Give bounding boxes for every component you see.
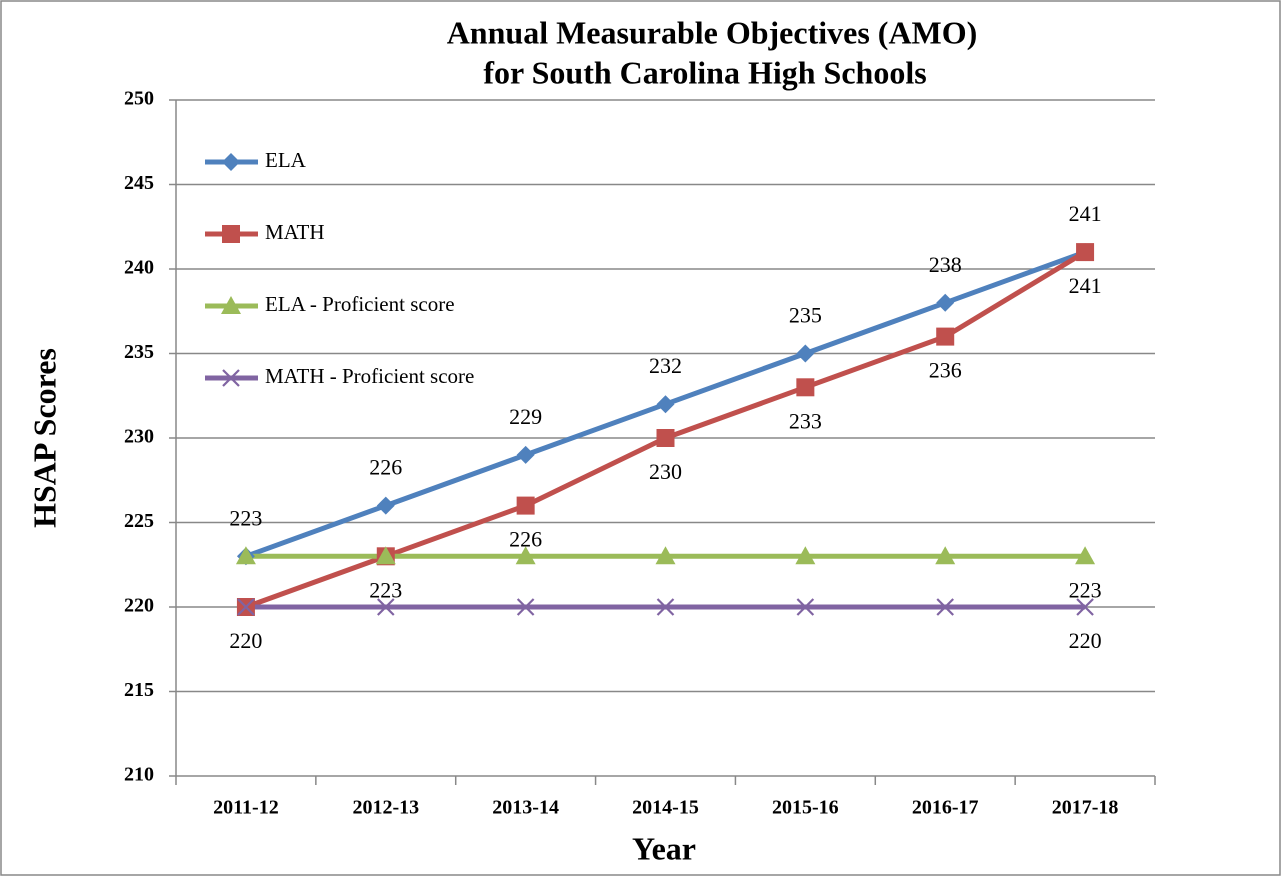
legend-label: ELA	[265, 148, 307, 172]
marker	[222, 369, 240, 387]
chart-title: Annual Measurable Objectives (AMO)	[447, 14, 978, 50]
marker	[516, 496, 535, 515]
marker	[656, 429, 675, 447]
marker	[795, 546, 816, 565]
marker	[377, 598, 395, 616]
y-tick-label: 250	[124, 88, 154, 110]
marker	[222, 153, 240, 171]
y-tick-label: 230	[124, 426, 154, 448]
data-label: 223	[229, 505, 262, 530]
marker	[516, 445, 535, 464]
x-axis-label: Year	[632, 830, 696, 866]
marker	[936, 598, 954, 616]
x-tick-label: 2015-16	[772, 797, 839, 819]
marker	[221, 296, 241, 314]
y-tick-label: 225	[124, 510, 154, 532]
marker	[1075, 546, 1096, 565]
y-tick-label: 210	[124, 764, 154, 786]
y-tick-label: 220	[124, 595, 154, 617]
marker	[655, 546, 676, 565]
x-tick-label: 2013-14	[492, 797, 559, 819]
marker	[222, 225, 240, 243]
data-label: 241	[1069, 201, 1102, 226]
data-label: 241	[1069, 273, 1102, 298]
legend-label: MATH - Proficient score	[265, 364, 474, 388]
marker	[656, 598, 675, 616]
marker	[515, 546, 536, 565]
marker	[796, 344, 815, 363]
data-label: 223	[1069, 577, 1102, 602]
marker	[1076, 243, 1095, 262]
data-label: 220	[1069, 628, 1102, 653]
marker	[235, 546, 256, 565]
y-tick-label: 245	[124, 172, 154, 194]
legend-label: ELA - Proficient score	[265, 292, 455, 316]
data-label: 229	[509, 404, 542, 429]
data-label: 236	[929, 358, 962, 383]
data-label: 232	[649, 353, 682, 378]
marker	[516, 598, 535, 616]
marker	[935, 546, 956, 565]
data-label: 233	[789, 408, 822, 433]
data-label: 230	[649, 459, 682, 484]
data-label: 238	[929, 252, 962, 277]
x-tick-label: 2014-15	[632, 797, 699, 819]
marker	[936, 293, 955, 312]
marker	[1076, 598, 1094, 616]
chart-title: for South Carolina High Schools	[483, 54, 926, 90]
marker	[936, 327, 955, 346]
data-label: 223	[369, 577, 402, 602]
data-label: 235	[789, 303, 822, 328]
marker	[796, 378, 815, 397]
data-label: 220	[229, 628, 262, 653]
y-tick-label: 235	[124, 341, 154, 363]
marker	[376, 496, 395, 515]
marker	[375, 546, 396, 565]
y-axis-label: HSAP Scores	[26, 348, 62, 528]
x-tick-label: 2011-12	[213, 797, 279, 819]
y-tick-label: 240	[124, 257, 154, 279]
marker	[237, 598, 255, 616]
x-tick-label: 2016-17	[912, 797, 979, 819]
y-tick-label: 215	[124, 679, 154, 701]
x-tick-label: 2012-13	[352, 797, 419, 819]
marker	[796, 598, 815, 616]
legend-label: MATH	[265, 220, 325, 244]
x-tick-label: 2017-18	[1052, 797, 1119, 819]
data-label: 226	[369, 455, 402, 480]
marker	[656, 395, 675, 414]
